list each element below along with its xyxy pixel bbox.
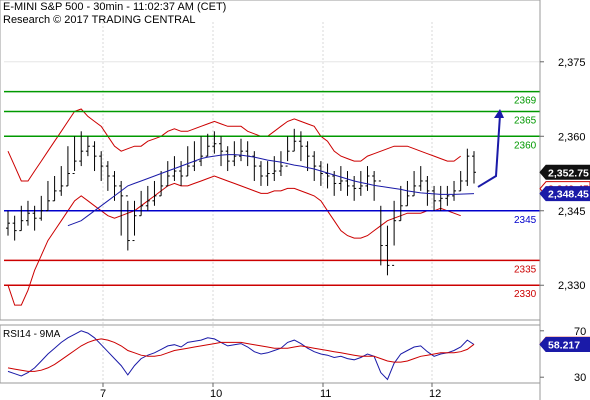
level-label-2360: 2360 bbox=[514, 140, 537, 151]
rsi-y-tick-label: 30 bbox=[574, 372, 586, 384]
rsi-value-tag: 58.217 bbox=[548, 339, 580, 351]
projection-arrow bbox=[477, 108, 504, 188]
price-tag-bg bbox=[539, 164, 590, 180]
level-label-2335: 2335 bbox=[514, 264, 537, 275]
rsi-value-tag-bg bbox=[539, 336, 590, 352]
copyright-notice: Research © 2017 TRADING CENTRAL bbox=[3, 14, 196, 26]
level-label-2365: 2365 bbox=[514, 115, 537, 126]
price-tag-bg bbox=[539, 186, 590, 202]
price-bars bbox=[6, 128, 476, 276]
rsi-y-tick-label: 70 bbox=[574, 326, 586, 338]
chart-title: E-MINI S&P 500 - 30min - 11:02:37 AM (CE… bbox=[3, 1, 227, 13]
rsi-title: RSI14 - 9MA bbox=[3, 329, 61, 340]
projection-line bbox=[477, 114, 501, 188]
moving-average-line bbox=[67, 154, 475, 227]
price-tag: 2,352.75 bbox=[548, 167, 589, 179]
rsi-series-9ma bbox=[7, 338, 475, 372]
level-lines: 2369 2365 2360 2345 2335 2330 bbox=[4, 90, 540, 300]
moving-average bbox=[67, 154, 475, 227]
x-tick-label: 11 bbox=[320, 388, 331, 400]
x-tick-label: 12 bbox=[429, 388, 441, 400]
grid bbox=[4, 22, 540, 383]
x-tick-label: 10 bbox=[210, 388, 222, 400]
price-tag: 2,348.45 bbox=[548, 189, 589, 201]
y-tick-label: 2,345 bbox=[558, 206, 586, 218]
level-label-2345: 2345 bbox=[514, 215, 537, 226]
rsi-series-rsi14 bbox=[7, 330, 475, 381]
y-tick-label: 2,360 bbox=[558, 131, 586, 143]
rsi-panel: RSI14 - 9MA bbox=[0, 324, 541, 384]
y-tick-label: 2,330 bbox=[558, 280, 586, 292]
projection-arrowhead bbox=[494, 108, 504, 118]
rsi-frame bbox=[0, 324, 541, 384]
level-label-2330: 2330 bbox=[514, 289, 537, 300]
bollinger-lower bbox=[7, 175, 461, 306]
level-label-2369: 2369 bbox=[514, 96, 537, 107]
bollinger-bands bbox=[7, 108, 461, 306]
y-tick-label: 2,375 bbox=[558, 57, 586, 69]
x-tick-label: 7 bbox=[100, 388, 106, 400]
